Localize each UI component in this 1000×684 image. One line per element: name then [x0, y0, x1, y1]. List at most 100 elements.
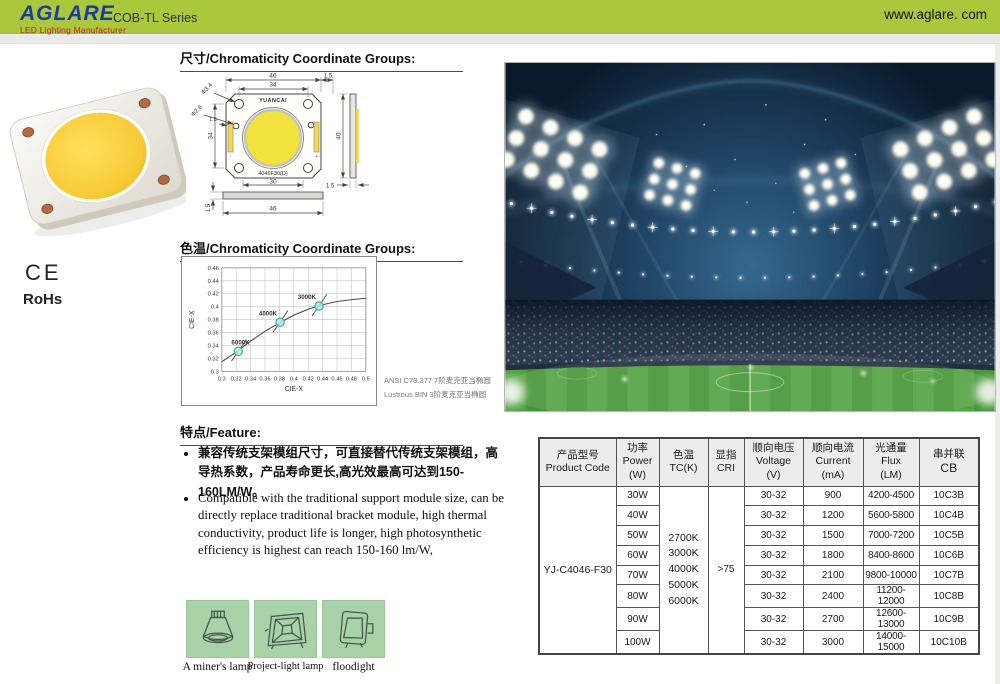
stars: [655, 103, 857, 213]
cell-flux: 14000-15000: [862, 630, 920, 655]
col-header-flux: 光通量 Flux (LM): [862, 437, 920, 487]
svg-text:CIE-X: CIE-X: [285, 386, 304, 393]
spec-row: YJ-C4046-F30 30W 2700K 3000K 4000K 5000K 6…: [538, 485, 980, 655]
cell-current: 1500: [802, 525, 864, 546]
application-icons: A miner's lamp Project-light lamp: [183, 600, 385, 673]
product-photo: [9, 87, 186, 236]
cell-power: 100W: [615, 630, 660, 655]
svg-text:0.3: 0.3: [218, 376, 226, 382]
ce-mark: CE: [25, 260, 62, 285]
cell-flux: 12600-13000: [862, 607, 920, 632]
section-title-dimensions: 尺寸/Chromaticity Coordinate Groups:: [180, 48, 463, 72]
cell-product-code: YJ-C4046-F30: [538, 485, 617, 655]
header-separator: [0, 35, 1000, 44]
cell-cb: 10C9B: [918, 607, 980, 632]
cell-current: 1800: [802, 544, 864, 566]
cell-cb: 10C6B: [918, 544, 980, 566]
svg-text:0.38: 0.38: [274, 376, 285, 382]
cell-voltage: 30-32: [743, 544, 804, 566]
page-edge-shade: [995, 44, 1000, 684]
application-floodlight: floodight: [322, 600, 385, 673]
electrode-right: [313, 121, 320, 153]
feature-list-zh: 兼容传统支架模组尺寸，可直接替代传统支架模组，高导热系数，产品寿命更长,高光效最…: [198, 444, 498, 502]
spec-row: 80W 30-32 2400 11200-12000 10C8B: [539, 584, 980, 609]
svg-text:3000K: 3000K: [298, 294, 317, 301]
cell-cb: 10C8B: [918, 584, 980, 609]
svg-text:0.46: 0.46: [208, 266, 219, 272]
electrode-left: [227, 121, 234, 153]
cell-power: 90W: [615, 607, 660, 632]
svg-text:0.44: 0.44: [208, 279, 220, 285]
cell-current: 1200: [802, 505, 864, 527]
svg-text:0.5: 0.5: [362, 376, 370, 382]
cell-current: 3000: [802, 630, 864, 655]
application-label: Project-light lamp: [247, 661, 324, 672]
svg-text:0.38: 0.38: [208, 318, 219, 324]
svg-text:0.34: 0.34: [245, 376, 257, 382]
stadium-photo: [504, 62, 996, 412]
application-label: floodight: [332, 661, 375, 673]
dim-label-base-thickness: 1.5: [206, 203, 212, 212]
polarity-minus: -: [230, 154, 232, 160]
cell-voltage: 30-32: [743, 505, 804, 527]
svg-text:6000K: 6000K: [231, 339, 250, 346]
svg-text:0.36: 0.36: [259, 376, 270, 382]
col-header-power: 功率 Power (W): [615, 437, 660, 487]
project-light-icon: [264, 612, 307, 650]
chart-note-bin: Lustrous BIN 3阶麦克亚当椭圆: [384, 389, 487, 399]
section-title-features: 特点/Feature:: [180, 422, 463, 446]
spec-header-row: 产品型号 Product Code 功率 Power (W) 色温 TC(K) 显指 CR…: [538, 437, 980, 487]
cell-voltage: 30-32: [743, 564, 804, 586]
dim-label-les-width: 30: [269, 179, 277, 186]
center-circle: [715, 372, 785, 393]
svg-text:0.32: 0.32: [208, 356, 219, 362]
roof-arcs: [505, 76, 995, 215]
brand-logo: AGLARE LED Lighting Manufacturer: [20, 3, 126, 35]
svg-text:0.3: 0.3: [211, 369, 219, 375]
cell-cb: 10C7B: [918, 564, 980, 586]
module-bottom-view: [222, 191, 324, 200]
cell-voltage: 30-32: [743, 607, 804, 632]
project-light-tile: [254, 600, 317, 658]
spec-row: 60W 30-32 1800 8400-8600 10C6B: [539, 544, 980, 566]
chart-notes: ANSI C78.377 7阶麦克亚当椭圆 Lustrous BIN 3阶麦克亚…: [384, 374, 498, 401]
cell-flux: 7000-7200: [862, 525, 920, 546]
svg-text:0.34: 0.34: [208, 344, 220, 350]
chip-brand-text: YUANCAI: [259, 98, 287, 104]
col-header-tc: 色温 TC(K): [658, 437, 709, 487]
cell-voltage: 30-32: [743, 485, 804, 507]
cell-current: 900: [802, 485, 864, 507]
cell-power: 50W: [615, 525, 660, 546]
cell-power: 30W: [615, 485, 660, 507]
brand-logo-text: AGLARE: [20, 2, 115, 25]
high-bay-lamp-icon: [202, 610, 233, 644]
dim-label-inner-width: 34: [269, 82, 277, 89]
dim-label-bottom-width: 46: [269, 206, 277, 213]
cell-cb: 10C3B: [918, 485, 980, 507]
cell-flux: 5600-5800: [862, 505, 920, 527]
cell-current: 2400: [802, 584, 864, 609]
svg-text:0.42: 0.42: [208, 292, 219, 298]
halfway-line: [749, 364, 751, 411]
cell-current: 2700: [802, 607, 864, 632]
dim-label-side-height: 40: [336, 132, 343, 140]
svg-text:0.4: 0.4: [211, 305, 220, 311]
feature-list-en: Compatible with the traditional support …: [198, 490, 516, 560]
floodlight-icon: [339, 610, 373, 649]
cell-tc: 2700K 3000K 4000K 5000K 6000K: [658, 485, 709, 655]
rohs-mark: RoHs: [23, 291, 63, 308]
cell-flux: 9800-10000: [862, 564, 920, 586]
header-bar: AGLARE LED Lighting Manufacturer COB-TL …: [0, 0, 1000, 35]
website-text: www.aglare. com: [884, 7, 987, 22]
chart-note-ansi: ANSI C78.377 7阶麦克亚当椭圆: [384, 376, 491, 385]
cell-voltage: 30-32: [743, 584, 804, 609]
spec-row: 90W 30-32 2700 12600-13000 10C9B: [539, 607, 980, 632]
mount-hole: [41, 203, 54, 214]
dim-label-electrode-offset: 1.5: [209, 117, 217, 123]
col-header-cb: 串并联 CB: [918, 437, 980, 487]
svg-text:0.46: 0.46: [331, 376, 342, 382]
svg-text:0.42: 0.42: [303, 376, 314, 382]
svg-text:CIE-X: CIE-X: [189, 310, 196, 329]
module-side-view: [349, 93, 357, 179]
